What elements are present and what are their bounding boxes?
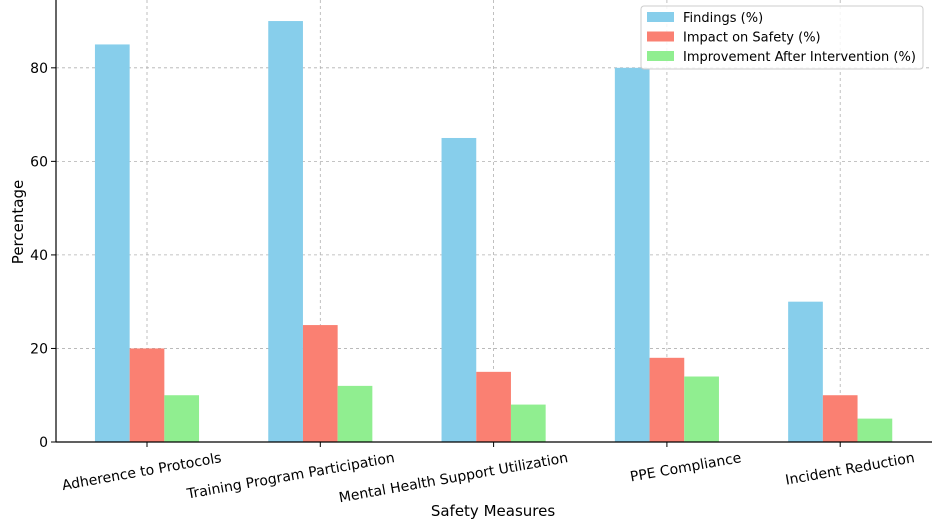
bar-impact-on-safety-0: [129, 348, 165, 442]
y-tick-label: 20: [30, 341, 48, 357]
legend-box: [640, 5, 924, 70]
bar-improvement-0: [164, 395, 200, 442]
bar-findings-2: [441, 137, 477, 443]
bar-improvement-1: [337, 385, 373, 442]
bar-impact-on-safety-4: [822, 395, 858, 442]
legend-label: Findings (%): [683, 11, 763, 26]
axes: [51, 0, 932, 447]
y-tick-label: 80: [30, 61, 48, 77]
bar-improvement-3: [684, 376, 719, 442]
legend: Findings (%) Impact on Safety (%) Improvem…: [640, 5, 924, 70]
y-tick-label: 60: [30, 154, 48, 170]
legend-swatch: [647, 31, 674, 42]
bar-findings-3: [614, 67, 650, 443]
y-tick-label: 0: [39, 435, 48, 451]
bar-findings-4: [788, 301, 823, 442]
bar-impact-on-safety-3: [649, 357, 685, 442]
bar-improvement-4: [857, 418, 893, 442]
legend-label: Impact on Safety (%): [683, 31, 821, 46]
y-tick-label: 40: [30, 248, 48, 264]
legend-label: Improvement After Intervention (%): [683, 50, 916, 65]
bar-findings-0: [94, 44, 130, 442]
bar-findings-1: [268, 21, 303, 443]
y-axis-title: Percentage: [9, 180, 27, 264]
legend-swatch: [647, 12, 674, 22]
x-tick-label: PPE Compliance: [629, 450, 743, 485]
x-axis-title: Safety Measures: [431, 502, 555, 520]
bars: [94, 21, 893, 443]
x-tick-label: Incident Reduction: [784, 450, 916, 488]
bar-impact-on-safety-1: [302, 325, 338, 442]
bar-impact-on-safety-2: [476, 371, 511, 442]
legend-swatch: [647, 51, 674, 61]
bar-improvement-2: [510, 404, 546, 442]
